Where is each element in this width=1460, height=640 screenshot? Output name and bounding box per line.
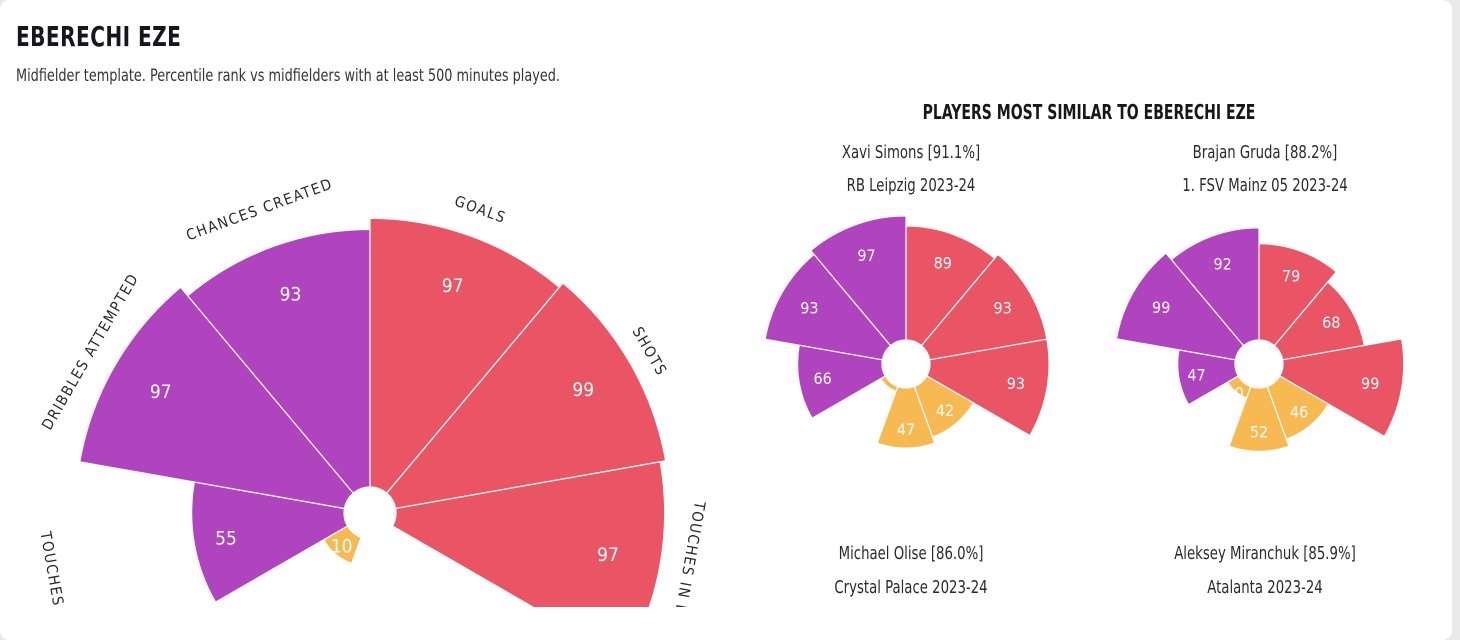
slice-value-label: 89 (934, 253, 952, 272)
similar-player-3-team: Crystal Palace 2023-24 (834, 577, 988, 598)
slice-value-label: 68 (1322, 313, 1340, 332)
slice-value-label: 92 (1213, 255, 1231, 274)
slice-value-label: 42 (936, 401, 954, 420)
page-title: EBERECHI EZE (16, 20, 182, 53)
slice-value-label: 10 (1225, 384, 1243, 403)
page-subtitle: Midfielder template. Percentile rank vs … (16, 66, 560, 86)
slice-value-label: 55 (215, 527, 237, 549)
slice-value-label: 47 (897, 420, 915, 439)
slice-value-label: 52 (1250, 423, 1268, 442)
similar-player-4-name: Aleksey Miranchuk [85.9%] (1174, 543, 1356, 564)
slice-value-label: 93 (993, 299, 1011, 318)
similar-player-3-name: Michael Olise [86.0%] (838, 543, 984, 564)
category-label: GOALS (452, 192, 509, 227)
slice-value-label: 97 (597, 544, 619, 566)
similar-players-title: PLAYERS MOST SIMILAR TO EBERECHI EZE (922, 100, 1256, 124)
slice-value-label: 79 (1282, 266, 1300, 285)
slice-value-label: 99 (1152, 298, 1170, 317)
pizza-chart-3: 79 68 99 46 52 10 47 99 92 (1115, 227, 1405, 453)
slice-value-label: 66 (814, 369, 832, 388)
pizza-center (1235, 340, 1283, 388)
category-label: TOUCHES IN BOX (667, 499, 709, 607)
similar-player-2-team: 1. FSV Mainz 05 2023-24 (1182, 175, 1348, 196)
slice-value-label: 93 (280, 283, 302, 305)
similar-player-1-name: Xavi Simons [91.1%] (841, 142, 981, 163)
slice-value-label: 97 (442, 275, 464, 297)
pizza-center (882, 340, 930, 388)
pizza-chart-2: 89 93 93 42 47 4 66 93 97 (764, 215, 1050, 449)
slice-value-label: 46 (1290, 402, 1308, 421)
category-label: CHANCES CREATED (184, 175, 336, 245)
slice-value-label: 99 (1361, 374, 1379, 393)
similar-player-1-team: RB Leipzig 2023-24 (846, 175, 976, 196)
slice-value-label: 99 (572, 379, 594, 401)
slice-value-label: 93 (1007, 374, 1025, 393)
category-label: TOUCHES (36, 529, 67, 607)
similar-player-2-name: Brajan Gruda [88.2%] (1192, 142, 1338, 163)
slice-value-label: 4 (877, 384, 886, 403)
pizza-center (344, 487, 396, 539)
slice-value-label: 47 (1187, 366, 1205, 385)
slice-value-label: 10 (331, 536, 353, 558)
slice-value-label: 97 (857, 246, 875, 265)
slice-value-label: 93 (800, 299, 818, 318)
similar-player-4-team: Atalanta 2023-24 (1207, 577, 1323, 598)
slice-value-label: 97 (150, 381, 172, 403)
